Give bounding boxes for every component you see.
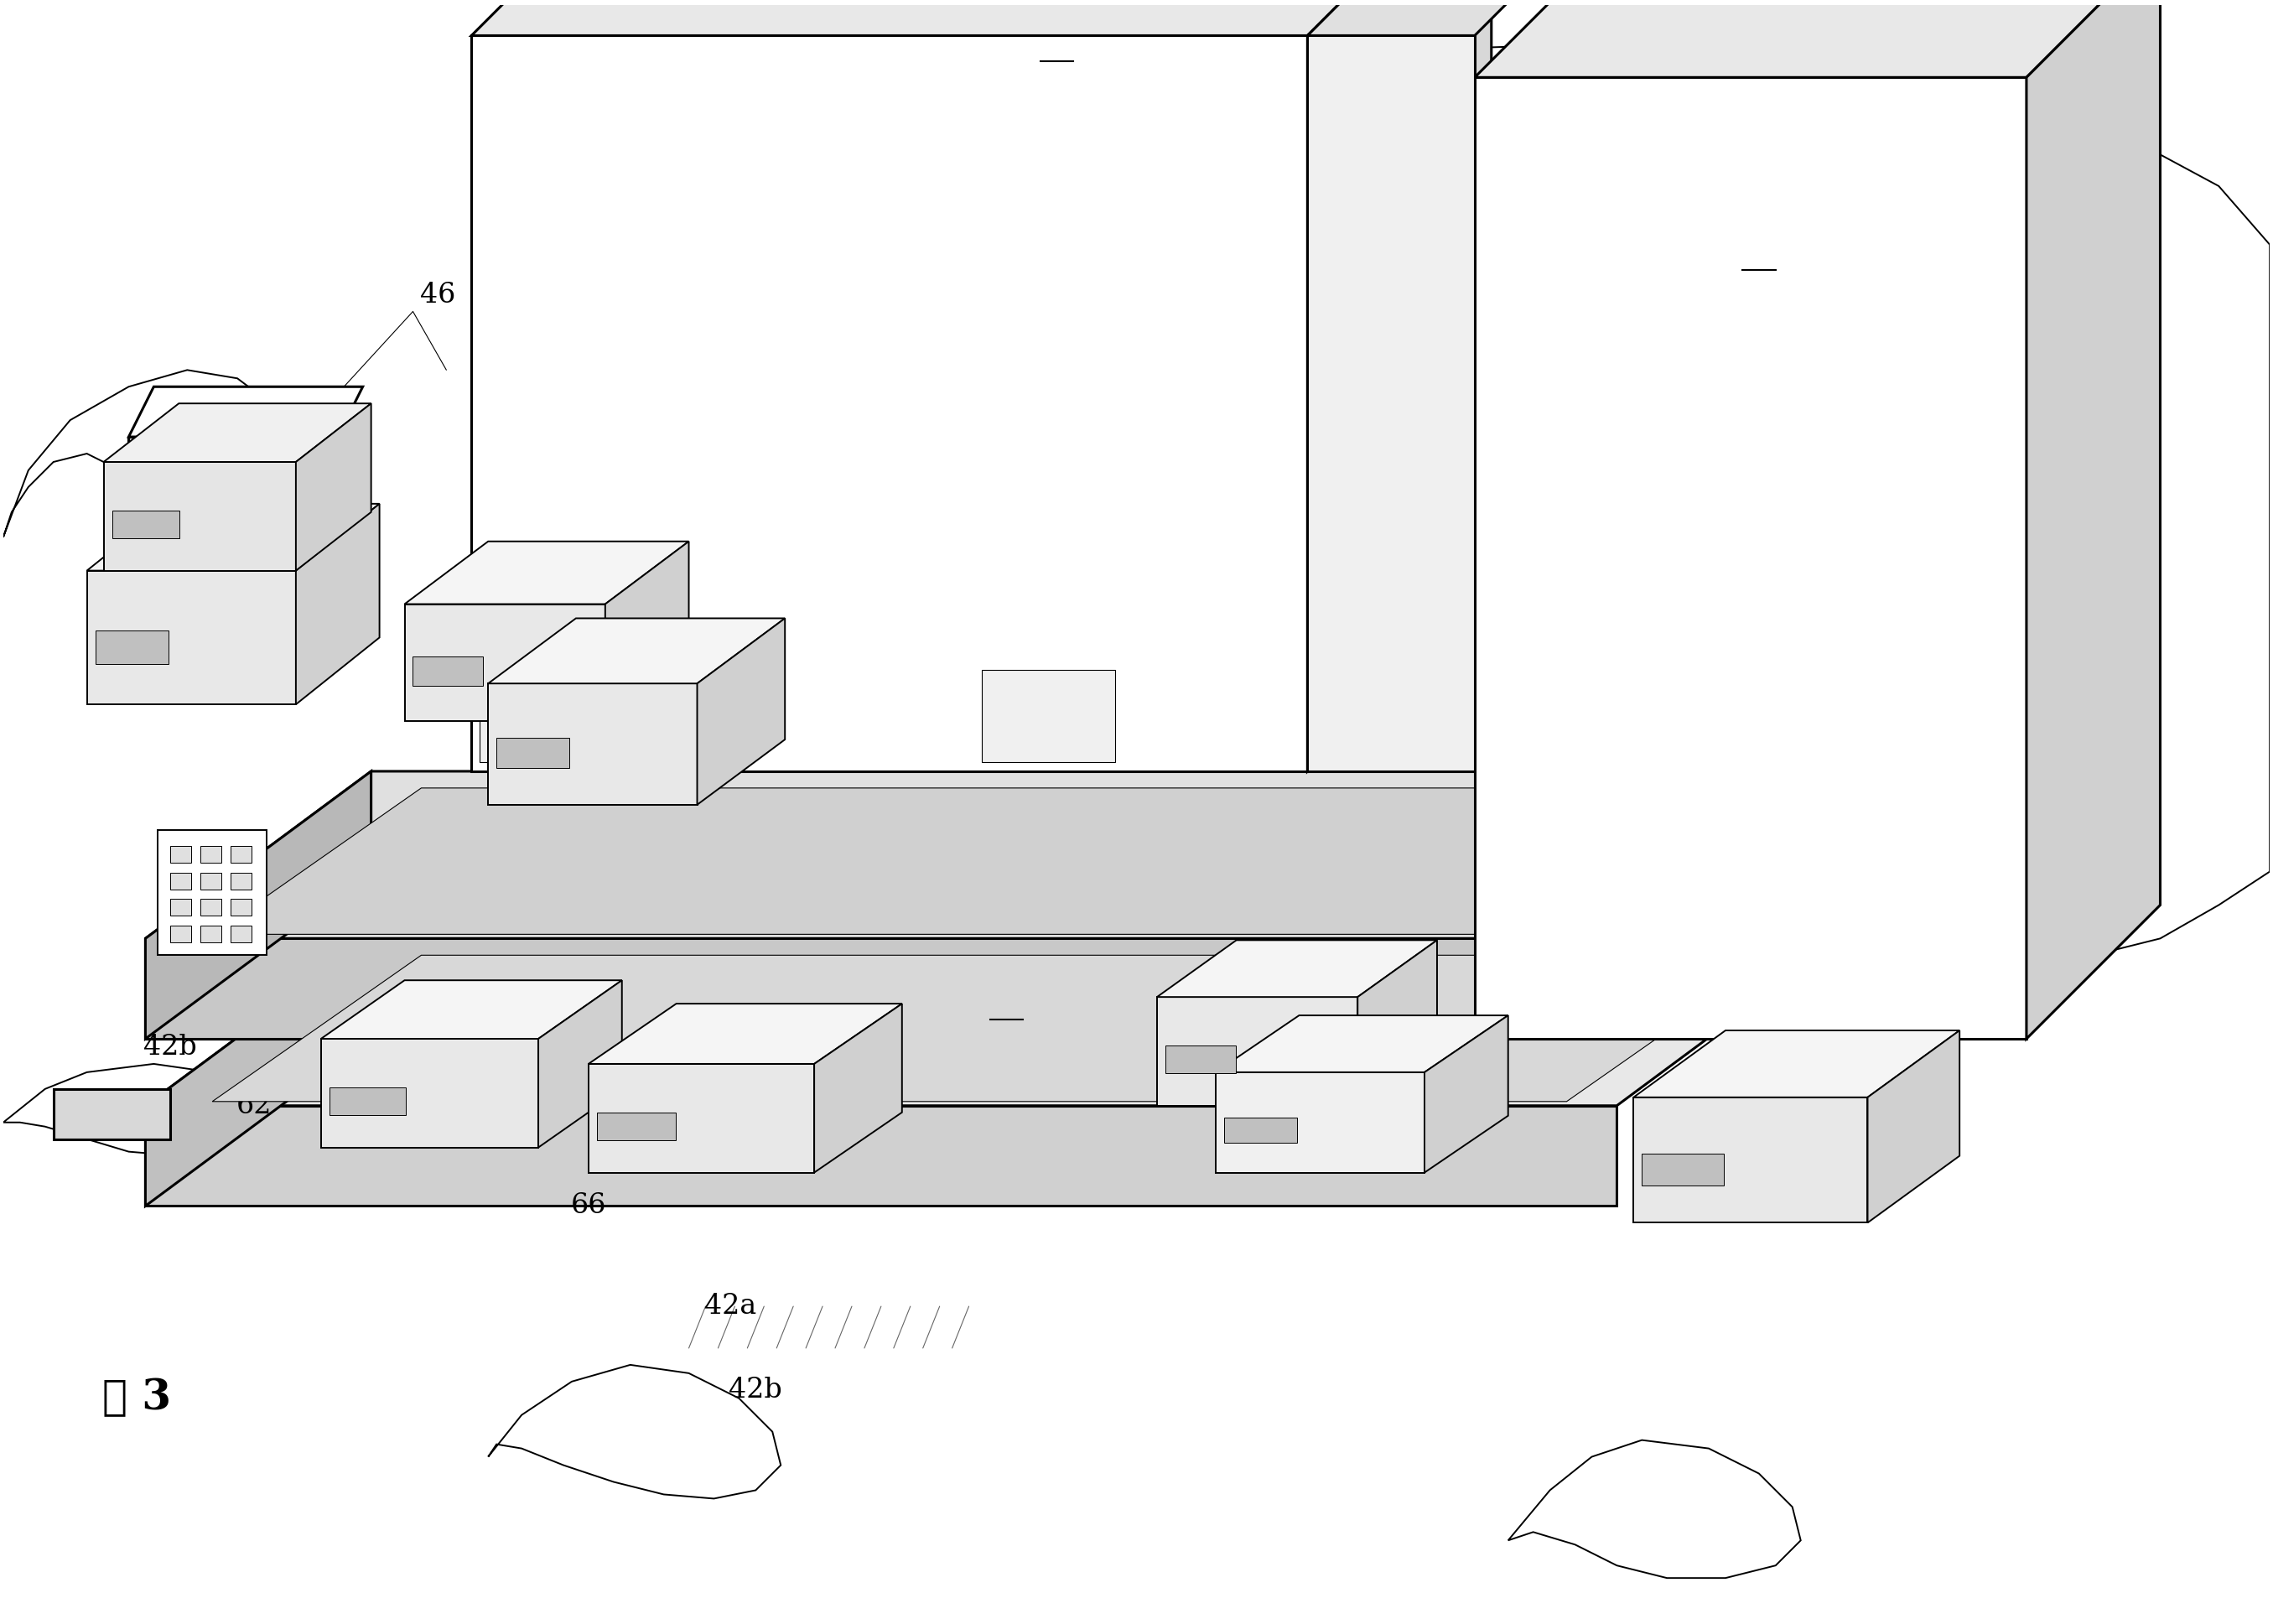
Polygon shape bbox=[598, 1112, 675, 1140]
Polygon shape bbox=[489, 1364, 780, 1499]
Text: 52K: 52K bbox=[716, 659, 761, 682]
Polygon shape bbox=[1307, 0, 1541, 36]
Polygon shape bbox=[211, 955, 1775, 1101]
Polygon shape bbox=[157, 830, 266, 955]
Polygon shape bbox=[200, 900, 220, 916]
Polygon shape bbox=[2, 1064, 270, 1156]
Polygon shape bbox=[200, 926, 220, 942]
Polygon shape bbox=[145, 771, 1843, 939]
Polygon shape bbox=[889, 5, 2271, 955]
Polygon shape bbox=[105, 461, 295, 570]
Polygon shape bbox=[200, 872, 220, 890]
Polygon shape bbox=[496, 737, 571, 768]
Text: P6': P6' bbox=[1402, 976, 1446, 1002]
Polygon shape bbox=[414, 656, 484, 685]
Polygon shape bbox=[405, 541, 689, 604]
Polygon shape bbox=[814, 1004, 902, 1173]
Polygon shape bbox=[320, 1039, 539, 1148]
Polygon shape bbox=[105, 403, 370, 461]
Text: 52: 52 bbox=[1030, 11, 1084, 52]
Text: P6: P6 bbox=[1289, 1093, 1325, 1119]
Polygon shape bbox=[230, 846, 252, 862]
Polygon shape bbox=[295, 503, 380, 705]
Polygon shape bbox=[982, 671, 1116, 762]
Text: 51a: 51a bbox=[1887, 1010, 1932, 1033]
Polygon shape bbox=[1307, 36, 1475, 771]
Polygon shape bbox=[1357, 940, 1437, 1106]
Polygon shape bbox=[230, 900, 252, 916]
Polygon shape bbox=[1634, 1098, 1868, 1223]
Polygon shape bbox=[145, 1106, 1616, 1207]
Polygon shape bbox=[200, 846, 220, 862]
Text: 62: 62 bbox=[236, 1093, 273, 1119]
Polygon shape bbox=[170, 900, 191, 916]
Polygon shape bbox=[1216, 1015, 1507, 1072]
Polygon shape bbox=[405, 604, 605, 721]
Polygon shape bbox=[1641, 1153, 1723, 1186]
Text: 46: 46 bbox=[421, 281, 457, 309]
Polygon shape bbox=[170, 872, 191, 890]
Polygon shape bbox=[230, 926, 252, 942]
Polygon shape bbox=[170, 846, 191, 862]
Polygon shape bbox=[471, 0, 1491, 36]
Polygon shape bbox=[145, 771, 370, 1039]
Polygon shape bbox=[1157, 997, 1357, 1106]
Text: 42a: 42a bbox=[705, 1293, 757, 1320]
Text: 42b: 42b bbox=[1607, 47, 1659, 75]
Text: 42b: 42b bbox=[143, 1034, 198, 1060]
Polygon shape bbox=[605, 541, 689, 721]
Text: DANCT: DANCT bbox=[1864, 978, 1955, 1000]
Polygon shape bbox=[230, 872, 252, 890]
Polygon shape bbox=[211, 788, 1775, 934]
Polygon shape bbox=[145, 939, 1616, 1039]
Polygon shape bbox=[698, 619, 784, 806]
Text: 图 3: 图 3 bbox=[102, 1377, 170, 1419]
Polygon shape bbox=[489, 684, 698, 806]
Polygon shape bbox=[1475, 0, 2159, 78]
Polygon shape bbox=[1166, 1046, 1237, 1073]
Polygon shape bbox=[471, 36, 1307, 771]
Polygon shape bbox=[1307, 0, 1491, 771]
Polygon shape bbox=[130, 437, 339, 471]
Text: 42b: 42b bbox=[730, 1377, 782, 1403]
Text: 42a: 42a bbox=[1966, 132, 2018, 158]
Polygon shape bbox=[1634, 1031, 1959, 1098]
Polygon shape bbox=[330, 1088, 405, 1114]
Polygon shape bbox=[145, 939, 370, 1207]
Text: 66: 66 bbox=[571, 1192, 607, 1220]
Polygon shape bbox=[539, 981, 623, 1148]
Polygon shape bbox=[130, 387, 364, 437]
Polygon shape bbox=[589, 1004, 902, 1064]
Text: 20b: 20b bbox=[980, 987, 1034, 1013]
Polygon shape bbox=[145, 939, 1843, 1106]
Polygon shape bbox=[55, 1090, 170, 1138]
Text: BOS MA: BOS MA bbox=[689, 627, 789, 650]
Polygon shape bbox=[1223, 1117, 1298, 1142]
Polygon shape bbox=[1157, 940, 1437, 997]
Text: P8: P8 bbox=[502, 732, 541, 760]
Polygon shape bbox=[111, 512, 180, 538]
Polygon shape bbox=[170, 926, 191, 942]
Polygon shape bbox=[589, 1064, 814, 1173]
Polygon shape bbox=[1475, 78, 2028, 1039]
Polygon shape bbox=[95, 630, 168, 664]
Polygon shape bbox=[2, 370, 286, 538]
Text: k: k bbox=[655, 573, 673, 601]
Polygon shape bbox=[1868, 1031, 1959, 1223]
Text: P1: P1 bbox=[1900, 1117, 1937, 1145]
Polygon shape bbox=[489, 619, 784, 684]
Polygon shape bbox=[1507, 1440, 1800, 1579]
Polygon shape bbox=[320, 981, 623, 1039]
Polygon shape bbox=[1216, 1072, 1425, 1173]
Text: a: a bbox=[1548, 372, 1568, 403]
Polygon shape bbox=[295, 403, 370, 570]
Text: 51: 51 bbox=[1732, 219, 1787, 261]
Polygon shape bbox=[480, 671, 614, 762]
Polygon shape bbox=[170, 471, 345, 495]
Polygon shape bbox=[2028, 0, 2159, 1039]
Text: P8': P8' bbox=[532, 541, 577, 567]
Polygon shape bbox=[86, 503, 380, 570]
Polygon shape bbox=[1425, 1015, 1507, 1173]
Polygon shape bbox=[86, 570, 295, 705]
